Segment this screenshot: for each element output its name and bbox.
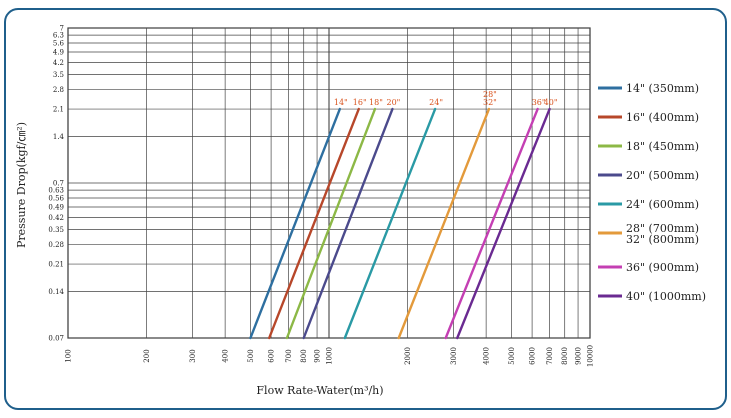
y-tick-label: 6.3 bbox=[53, 32, 64, 40]
legend: 14" (350mm) 16" (400mm) 18" (450mm) 20" (50… bbox=[598, 82, 706, 303]
x-tick-label: 300 bbox=[189, 349, 197, 362]
x-tick-label: 600 bbox=[268, 349, 276, 362]
y-tick-label: 0.7 bbox=[53, 180, 64, 188]
line-labels: 14" 16" 18" 20" 24" 28"32" 36"40" bbox=[334, 90, 558, 107]
series-line bbox=[249, 107, 342, 340]
y-tick-label: 0.63 bbox=[48, 187, 64, 195]
series-lines bbox=[249, 107, 551, 340]
legend-item: 28" (700mm)32" (800mm) bbox=[598, 222, 699, 246]
legend-item: 18" (450mm) bbox=[598, 140, 699, 153]
y-tick-label: 4.9 bbox=[53, 49, 64, 57]
series-end-label: 18" bbox=[369, 98, 383, 107]
legend-label: 20" (500mm) bbox=[626, 169, 699, 182]
x-tick-label: 8000 bbox=[561, 347, 569, 365]
x-tick-label: 900 bbox=[314, 349, 322, 362]
series-line bbox=[302, 107, 394, 340]
y-tick-label: 1.4 bbox=[53, 133, 65, 141]
legend-label: 36" (900mm) bbox=[626, 261, 699, 274]
series-end-label: 16" bbox=[353, 98, 367, 107]
legend-item: 20" (500mm) bbox=[598, 169, 699, 182]
x-tick-label: 400 bbox=[222, 349, 230, 362]
y-tick-label: 2.1 bbox=[53, 106, 64, 114]
legend-label: 40" (1000mm) bbox=[626, 290, 706, 303]
x-tick-label: 2000 bbox=[404, 347, 412, 365]
series-line bbox=[397, 107, 491, 340]
series-end-label: 32" bbox=[483, 98, 497, 107]
x-tick-label: 9000 bbox=[575, 347, 583, 365]
x-tick-label: 4000 bbox=[483, 347, 491, 365]
legend-label: 14" (350mm) bbox=[626, 82, 699, 95]
series-end-label: 24" bbox=[429, 98, 443, 107]
series-end-label: 36" bbox=[532, 98, 546, 107]
y-tick-label: 0.14 bbox=[48, 288, 64, 296]
series-end-label: 20" bbox=[387, 98, 401, 107]
x-tick-labels: 100 200 300 400 500 600 700 800 900 1000 2000 3000 4… bbox=[65, 345, 595, 367]
x-tick-label: 800 bbox=[300, 349, 308, 362]
x-tick-label: 10000 bbox=[587, 345, 595, 367]
y-axis-title: Pressure Drop(kgf/㎝²) bbox=[15, 122, 28, 248]
y-tick-label: 0.28 bbox=[48, 241, 64, 249]
x-tick-label: 500 bbox=[247, 349, 255, 362]
x-tick-label: 700 bbox=[285, 349, 293, 362]
x-tick-label: 3000 bbox=[450, 347, 458, 365]
y-tick-label: 0.21 bbox=[48, 261, 64, 269]
legend-item: 16" (400mm) bbox=[598, 111, 699, 124]
legend-label: 32" (800mm) bbox=[626, 233, 699, 246]
x-tick-label: 200 bbox=[143, 349, 151, 362]
legend-item: 14" (350mm) bbox=[598, 82, 699, 95]
x-tick-label: 6000 bbox=[529, 347, 537, 365]
y-tick-label: 5.6 bbox=[53, 40, 65, 48]
y-tick-label: 4.2 bbox=[53, 59, 64, 67]
series-line bbox=[343, 107, 437, 340]
legend-label: 28" (700mm) bbox=[626, 222, 699, 235]
y-tick-label: 0.07 bbox=[48, 335, 64, 343]
legend-item: 24" (600mm) bbox=[598, 198, 699, 211]
series-end-label: 28" bbox=[483, 90, 497, 99]
y-tick-label: 0.56 bbox=[48, 195, 64, 203]
series-line bbox=[285, 107, 377, 340]
x-tick-label: 1000 bbox=[326, 347, 334, 365]
y-tick-labels: 0.07 0.14 0.21 0.28 0.35 0.42 0.490.560.630.7 1… bbox=[48, 25, 64, 343]
legend-item: 40" (1000mm) bbox=[598, 290, 706, 303]
x-tick-label: 100 bbox=[65, 349, 73, 362]
y-tick-label: 3.5 bbox=[53, 71, 64, 79]
legend-label: 16" (400mm) bbox=[626, 111, 699, 124]
series-end-label: 40" bbox=[544, 98, 558, 107]
y-tick-label: 0.49 bbox=[48, 204, 64, 212]
y-tick-label: 2.8 bbox=[53, 86, 64, 94]
series-line bbox=[444, 107, 539, 340]
series-line bbox=[456, 107, 551, 340]
series-line bbox=[267, 107, 360, 340]
y-tick-label: 7 bbox=[60, 25, 64, 33]
legend-item: 36" (900mm) bbox=[598, 261, 699, 274]
x-tick-label: 5000 bbox=[508, 347, 516, 365]
series-end-label: 14" bbox=[334, 98, 348, 107]
y-tick-label: 0.35 bbox=[48, 226, 64, 234]
x-tick-label: 7000 bbox=[546, 347, 554, 365]
legend-label: 18" (450mm) bbox=[626, 140, 699, 153]
y-tick-label: 0.42 bbox=[48, 214, 64, 222]
legend-label: 24" (600mm) bbox=[626, 198, 699, 211]
x-axis-title: Flow Rate-Water(m³/h) bbox=[256, 384, 383, 397]
